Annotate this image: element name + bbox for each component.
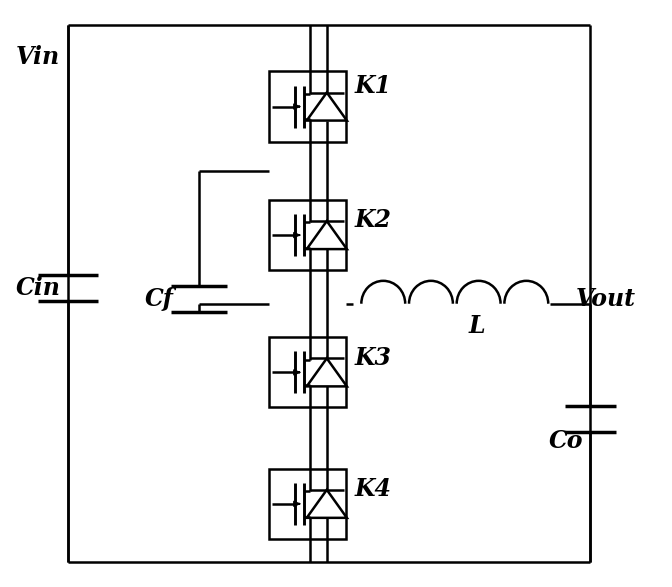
Text: L: L xyxy=(468,313,485,338)
Text: K1: K1 xyxy=(355,74,392,98)
Text: Vin: Vin xyxy=(16,45,60,69)
Bar xyxy=(269,200,346,270)
Text: Cin: Cin xyxy=(16,276,61,299)
Text: Co: Co xyxy=(549,429,583,453)
Text: K3: K3 xyxy=(355,346,392,370)
Bar xyxy=(269,469,346,539)
Text: Cf: Cf xyxy=(145,288,174,311)
Bar xyxy=(269,72,346,141)
Text: K4: K4 xyxy=(355,477,392,501)
Text: K2: K2 xyxy=(355,208,392,232)
Bar xyxy=(269,338,346,407)
Text: Vout: Vout xyxy=(576,288,636,311)
